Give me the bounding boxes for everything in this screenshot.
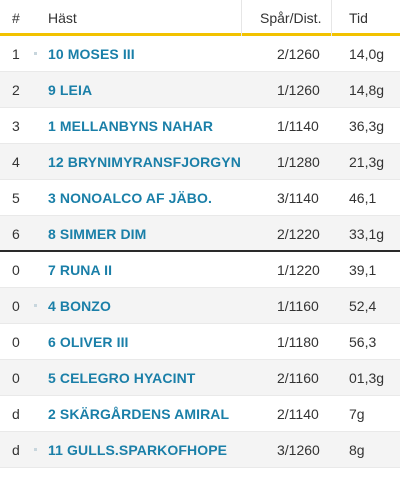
row-time: 01,3g xyxy=(349,370,385,386)
row-marker xyxy=(34,448,37,451)
row-track-dist: 2/1220 xyxy=(277,226,320,242)
table-row[interactable]: d 2 SKÄRGÅRDENS AMIRAL 2/1140 7g xyxy=(0,396,400,432)
row-track-dist: 1/1180 xyxy=(277,334,319,350)
table-row[interactable]: 4 12 BRYNIMYRANSFJORGYN 1/1280 21,3g xyxy=(0,144,400,180)
row-track-dist: 1/1140 xyxy=(277,118,319,134)
table-row[interactable]: 1 10 MOSES III 2/1260 14,0g xyxy=(0,36,400,72)
horse-link[interactable]: 1 MELLANBYNS NAHAR xyxy=(48,118,214,134)
row-time: 39,1 xyxy=(349,262,377,278)
horse-link[interactable]: 3 NONOALCO AF JÄBO. xyxy=(48,190,212,206)
row-place: 4 xyxy=(12,154,20,170)
horse-link[interactable]: 8 SIMMER DIM xyxy=(48,226,147,242)
row-track-dist: 1/1220 xyxy=(277,262,320,278)
row-place: 1 xyxy=(12,46,20,62)
row-track-dist: 2/1260 xyxy=(277,46,320,62)
row-place: 3 xyxy=(12,118,20,134)
row-place: d xyxy=(12,406,20,422)
row-track-dist: 1/1160 xyxy=(277,298,319,314)
horse-link[interactable]: 2 SKÄRGÅRDENS AMIRAL xyxy=(48,406,230,422)
header-horse: Häst xyxy=(48,10,77,26)
header-separator xyxy=(241,0,242,36)
row-track-dist: 3/1260 xyxy=(277,442,320,458)
row-track-dist: 2/1140 xyxy=(277,406,319,422)
row-track-dist: 1/1260 xyxy=(277,82,320,98)
row-place: 5 xyxy=(12,190,20,206)
table-header: # Häst Spår/Dist. Tid xyxy=(0,0,400,36)
table-row[interactable]: 3 1 MELLANBYNS NAHAR 1/1140 36,3g xyxy=(0,108,400,144)
row-place: 0 xyxy=(12,262,20,278)
table-row[interactable]: 0 5 CELEGRO HYACINT 2/1160 01,3g xyxy=(0,360,400,396)
table-row[interactable]: d 11 GULLS.SPARKOFHOPE 3/1260 8g xyxy=(0,432,400,468)
row-time: 14,8g xyxy=(349,82,385,98)
row-marker xyxy=(34,304,37,307)
row-place: 0 xyxy=(12,298,20,314)
header-place: # xyxy=(12,10,20,26)
horse-link[interactable]: 11 GULLS.SPARKOFHOPE xyxy=(48,442,228,458)
row-time: 36,3g xyxy=(349,118,385,134)
row-marker xyxy=(34,52,37,55)
row-place: 0 xyxy=(12,370,20,386)
horse-link[interactable]: 9 LEIA xyxy=(48,82,93,98)
row-track-dist: 2/1160 xyxy=(277,370,319,386)
horse-link[interactable]: 6 OLIVER III xyxy=(48,334,129,350)
horse-link[interactable]: 12 BRYNIMYRANSFJORGYN xyxy=(48,154,241,170)
horse-link[interactable]: 4 BONZO xyxy=(48,298,111,314)
row-place: 6 xyxy=(12,226,20,242)
row-time: 7g xyxy=(349,406,365,422)
row-place: d xyxy=(12,442,20,458)
row-time: 52,4 xyxy=(349,298,377,314)
header-separator xyxy=(331,0,332,36)
table-row[interactable]: 0 6 OLIVER III 1/1180 56,3 xyxy=(0,324,400,360)
row-time: 56,3 xyxy=(349,334,377,350)
horse-link[interactable]: 5 CELEGRO HYACINT xyxy=(48,370,196,386)
race-results-table: # Häst Spår/Dist. Tid 1 10 MOSES III 2/1… xyxy=(0,0,400,468)
header-track-dist: Spår/Dist. xyxy=(260,10,322,26)
table-row[interactable]: 6 8 SIMMER DIM 2/1220 33,1g xyxy=(0,216,400,252)
row-time: 21,3g xyxy=(349,154,385,170)
table-row[interactable]: 0 7 RUNA II 1/1220 39,1 xyxy=(0,252,400,288)
row-time: 8g xyxy=(349,442,365,458)
row-track-dist: 3/1140 xyxy=(277,190,319,206)
row-place: 2 xyxy=(12,82,20,98)
row-time: 33,1g xyxy=(349,226,385,242)
horse-link[interactable]: 7 RUNA II xyxy=(48,262,113,278)
table-row[interactable]: 5 3 NONOALCO AF JÄBO. 3/1140 46,1 xyxy=(0,180,400,216)
row-time: 46,1 xyxy=(349,190,377,206)
table-row[interactable]: 2 9 LEIA 1/1260 14,8g xyxy=(0,72,400,108)
row-place: 0 xyxy=(12,334,20,350)
horse-link[interactable]: 10 MOSES III xyxy=(48,46,135,62)
row-time: 14,0g xyxy=(349,46,385,62)
row-track-dist: 1/1280 xyxy=(277,154,320,170)
table-row[interactable]: 0 4 BONZO 1/1160 52,4 xyxy=(0,288,400,324)
header-time: Tid xyxy=(349,10,368,26)
